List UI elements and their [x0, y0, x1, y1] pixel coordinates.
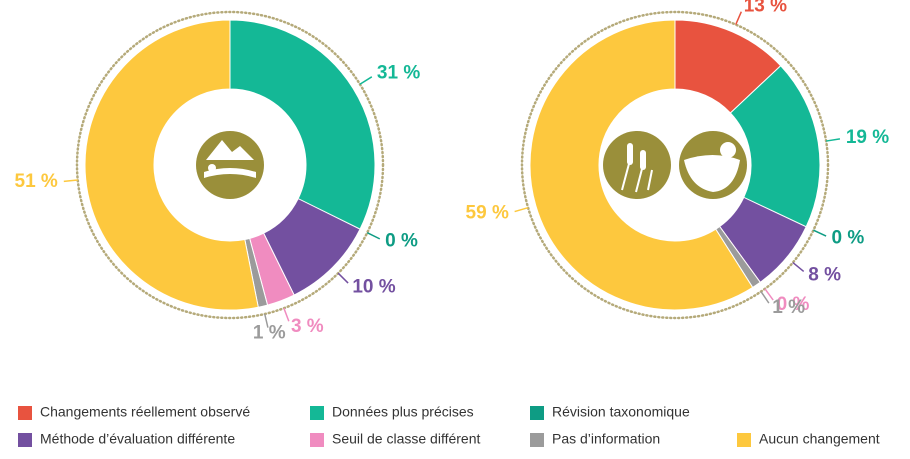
legend-label: Pas d’information [552, 431, 660, 447]
value-label: 59 % [466, 202, 509, 223]
legend-swatch [310, 406, 324, 420]
donut: 13 %19 %0 %8 %0 %1 %59 % [466, 0, 890, 318]
legend-label: Données plus précises [332, 404, 474, 420]
value-label: 0 % [385, 231, 418, 252]
leader-line [813, 230, 826, 236]
legend-swatch [18, 433, 32, 447]
value-label: 31 % [377, 63, 420, 84]
legend-label: Méthode d’évaluation différente [40, 431, 235, 447]
leader-line [793, 263, 804, 272]
leader-line [284, 308, 289, 321]
leader-line [515, 208, 528, 212]
legend-label: Seuil de classe différent [332, 431, 480, 447]
legend-swatch [310, 433, 324, 447]
chart: 31 %0 %10 %3 %1 %51 %13 %19 %0 %8 %0 %1 … [0, 0, 910, 459]
leader-line [736, 12, 742, 25]
value-label: 1 % [253, 322, 286, 343]
legend-swatch [530, 406, 544, 420]
leader-line [64, 180, 78, 181]
legend-label: Aucun changement [759, 431, 880, 447]
legend-swatch [530, 433, 544, 447]
value-label: 3 % [291, 316, 324, 337]
legend-label: Changements réellement observé [40, 404, 250, 420]
leader-line [367, 233, 380, 239]
value-label: 19 % [846, 127, 889, 148]
value-label: 51 % [15, 171, 58, 192]
legend-swatch [18, 406, 32, 420]
value-label: 1 % [772, 297, 805, 318]
legend-swatch [737, 433, 751, 447]
value-label: 10 % [352, 276, 395, 297]
leader-line [338, 273, 348, 283]
leader-line [826, 139, 840, 141]
value-label: 8 % [808, 264, 841, 285]
icon-left [196, 131, 264, 199]
leader-line [360, 77, 372, 84]
value-label: 13 % [744, 0, 787, 16]
legend-label: Révision taxonomique [552, 404, 690, 420]
value-label: 0 % [832, 228, 865, 249]
